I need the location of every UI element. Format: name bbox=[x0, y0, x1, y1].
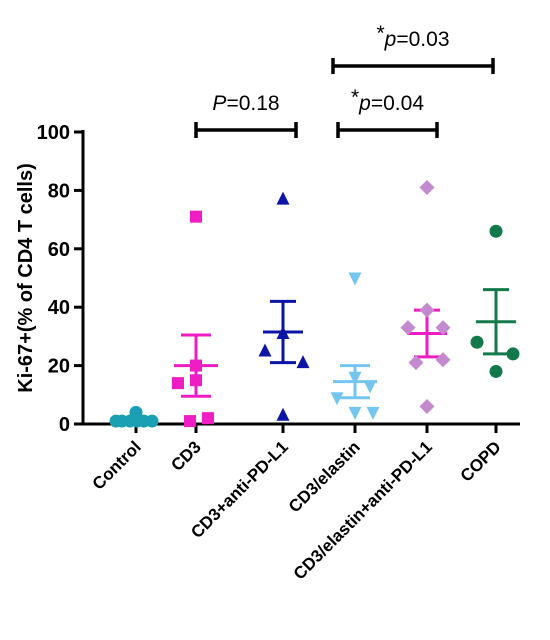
data-point bbox=[190, 374, 202, 387]
data-point bbox=[330, 392, 344, 406]
x-category-labels: Control CD3CD3+anti-PD-L1CD3/elastinCD3/e… bbox=[89, 437, 505, 583]
p-letter: P bbox=[212, 92, 226, 115]
x-category-label: COPD bbox=[457, 437, 505, 485]
x-category-label: CD3 bbox=[167, 437, 204, 474]
y-tick-label: 100 bbox=[37, 122, 70, 144]
data-point bbox=[145, 414, 159, 428]
p-value-label: *p=0.04 bbox=[351, 86, 424, 115]
y-tick-label: 0 bbox=[59, 414, 70, 436]
data-point bbox=[489, 364, 503, 378]
x-category-label: CD3/elastin bbox=[285, 437, 364, 516]
data-points bbox=[109, 179, 520, 428]
p-letter: p bbox=[358, 92, 371, 115]
data-point bbox=[190, 359, 202, 372]
p-letter: p bbox=[384, 28, 397, 51]
data-point bbox=[276, 407, 290, 421]
x-category-label: Control bbox=[89, 437, 145, 493]
p-value-label: P=0.18 bbox=[212, 92, 279, 115]
data-point bbox=[172, 377, 184, 390]
p-value: =0.03 bbox=[396, 28, 449, 51]
data-point bbox=[400, 320, 416, 336]
data-point bbox=[419, 302, 435, 318]
data-point bbox=[348, 371, 362, 385]
data-point bbox=[202, 412, 214, 425]
p-value-label: *p=0.03 bbox=[376, 22, 449, 51]
data-point bbox=[408, 355, 424, 371]
data-point bbox=[276, 191, 290, 205]
y-tick-label: 20 bbox=[48, 356, 70, 378]
data-point bbox=[129, 405, 143, 419]
data-point bbox=[276, 325, 290, 339]
data-point bbox=[506, 347, 520, 361]
x-category-label: CD3+anti-PD-L1 bbox=[187, 437, 292, 542]
data-point bbox=[258, 343, 272, 357]
data-point bbox=[296, 355, 310, 369]
axes bbox=[81, 130, 520, 433]
data-point bbox=[348, 406, 362, 420]
p-value: =0.18 bbox=[226, 92, 279, 115]
significance-star: * bbox=[376, 22, 384, 45]
data-point bbox=[184, 415, 196, 428]
significance-brackets: P=0.18 *p=0.04*p=0.03 bbox=[194, 22, 495, 138]
x-category-label: CD3/elastin+anti-PD-L1 bbox=[290, 437, 436, 583]
y-ticks: 0 20 40 60 80 100 bbox=[37, 122, 83, 436]
y-tick-label: 40 bbox=[48, 297, 70, 319]
data-point bbox=[363, 380, 377, 394]
p-value: =0.04 bbox=[371, 92, 424, 115]
data-point bbox=[419, 398, 435, 414]
y-tick-label: 80 bbox=[48, 180, 70, 202]
data-point bbox=[419, 179, 435, 195]
error-bars bbox=[118, 288, 516, 424]
data-point bbox=[489, 224, 503, 238]
data-point bbox=[470, 335, 484, 349]
y-axis-label: Ki-67+(% of CD4 T cells) bbox=[15, 163, 37, 393]
data-point bbox=[348, 272, 362, 286]
significance-star: * bbox=[351, 86, 359, 109]
y-tick-label: 60 bbox=[48, 239, 70, 261]
data-point bbox=[435, 352, 451, 368]
data-point bbox=[366, 406, 380, 420]
data-point bbox=[435, 320, 451, 336]
data-point bbox=[190, 210, 202, 223]
